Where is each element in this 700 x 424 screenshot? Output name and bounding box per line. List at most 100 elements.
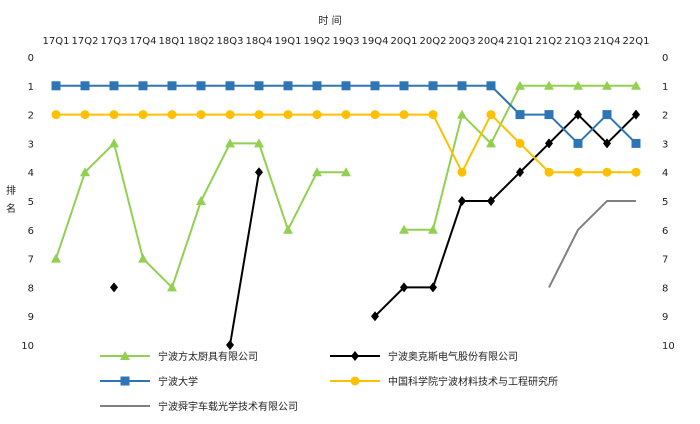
x-tick-label: 18Q2 xyxy=(188,36,215,47)
data-point xyxy=(602,80,612,90)
data-point xyxy=(255,167,263,178)
data-point xyxy=(341,167,351,177)
legend-marker xyxy=(120,351,130,360)
data-point xyxy=(515,80,525,90)
data-point xyxy=(458,196,466,206)
series-line xyxy=(229,172,260,346)
y-tick-label-right: 9 xyxy=(662,312,668,323)
series-layer xyxy=(51,80,641,350)
data-point xyxy=(109,138,119,148)
data-point xyxy=(196,196,206,205)
y-tick-label-right: 7 xyxy=(662,255,668,266)
data-point xyxy=(370,110,380,120)
y-axis-title-char: 排 xyxy=(6,184,16,197)
data-point xyxy=(573,80,583,90)
y-tick-label-right: 4 xyxy=(662,168,668,179)
data-point xyxy=(631,138,641,148)
series-1 xyxy=(110,109,640,350)
legend-marker xyxy=(120,376,130,386)
data-point xyxy=(167,110,177,120)
x-tick-label: 19Q3 xyxy=(333,36,360,47)
x-tick-label: 19Q4 xyxy=(362,36,389,47)
legend-marker xyxy=(350,376,360,386)
data-point xyxy=(399,224,409,234)
y-tick-label-left: 1 xyxy=(28,82,34,93)
data-point xyxy=(544,167,554,177)
data-point xyxy=(602,167,612,177)
data-point xyxy=(428,81,438,91)
data-point xyxy=(196,81,206,91)
y-tick-label-right: 3 xyxy=(662,139,668,150)
data-point xyxy=(312,167,322,177)
y-tick-label-left: 8 xyxy=(28,283,34,294)
y-tick-label-left: 5 xyxy=(28,197,34,208)
legend-item: 宁波方太厨具有限公司 xyxy=(100,350,258,363)
y-tick-label-right: 8 xyxy=(662,283,668,294)
data-point xyxy=(138,81,148,91)
y-tick-label-right: 10 xyxy=(662,341,675,352)
x-axis-title: 时 间 xyxy=(318,14,341,27)
y-axis-title: 排名 xyxy=(6,184,16,215)
x-tick-label: 18Q1 xyxy=(159,36,186,47)
data-point xyxy=(254,138,264,148)
y-tick-label-right: 2 xyxy=(662,111,668,122)
series-line xyxy=(404,84,636,231)
data-point xyxy=(225,81,235,91)
x-tick-label: 21Q3 xyxy=(565,36,592,47)
x-tick-label: 21Q1 xyxy=(507,36,534,47)
y-tick-label-left: 10 xyxy=(21,341,34,352)
series-4 xyxy=(548,200,636,288)
data-point xyxy=(428,110,438,120)
x-tick-label: 17Q4 xyxy=(130,36,157,47)
y-tick-label-right: 6 xyxy=(662,226,668,237)
x-tick-label: 17Q1 xyxy=(43,36,70,47)
data-point xyxy=(283,224,293,234)
x-tick-label: 17Q2 xyxy=(72,36,99,47)
y-axis-title-char: 名 xyxy=(6,202,16,215)
data-point xyxy=(225,110,235,120)
data-point xyxy=(370,81,380,91)
data-point xyxy=(573,138,583,148)
data-point xyxy=(341,110,351,120)
series-0 xyxy=(51,80,641,292)
y-tick-labels-left: 0 1 2 3 4 5 6 7 8 9 10 xyxy=(21,53,34,352)
series-2 xyxy=(51,81,641,148)
data-point xyxy=(254,81,264,91)
data-point xyxy=(138,253,148,263)
data-point xyxy=(516,167,524,178)
y-tick-label-left: 4 xyxy=(28,168,34,179)
data-point xyxy=(109,81,119,91)
x-tick-label: 21Q2 xyxy=(536,36,563,47)
data-point xyxy=(371,311,379,322)
data-point xyxy=(312,81,322,91)
x-tick-label: 17Q3 xyxy=(101,36,128,47)
x-tick-label: 21Q4 xyxy=(594,36,621,47)
data-point xyxy=(51,110,61,120)
data-point xyxy=(429,282,437,293)
x-tick-labels: 17Q1 17Q2 17Q3 17Q4 18Q1 18Q2 18Q3 18Q4 19Q1 19Q2… xyxy=(43,36,650,47)
legend-item: 宁波舜宇车载光学技术有限公司 xyxy=(100,400,298,413)
data-point xyxy=(544,110,554,120)
x-tick-label: 20Q4 xyxy=(478,36,505,47)
x-tick-label: 19Q1 xyxy=(275,36,302,47)
data-point xyxy=(486,110,496,120)
data-point xyxy=(283,81,293,91)
data-point xyxy=(109,110,119,120)
data-point xyxy=(138,110,148,120)
legend-item: 宁波奥克斯电气股份有限公司 xyxy=(330,350,518,363)
y-tick-label-left: 6 xyxy=(28,226,34,237)
data-point xyxy=(487,196,495,206)
data-point xyxy=(428,224,438,234)
data-point xyxy=(225,138,235,148)
data-point xyxy=(515,138,525,148)
legend-label: 宁波方太厨具有限公司 xyxy=(158,350,258,363)
data-point xyxy=(573,167,583,177)
y-tick-label-left: 7 xyxy=(28,255,34,266)
data-point xyxy=(457,81,467,91)
data-point xyxy=(283,110,293,120)
data-point xyxy=(486,81,496,91)
y-tick-labels-right: 0 1 2 3 4 5 6 7 8 9 10 xyxy=(662,53,675,352)
x-tick-label: 22Q1 xyxy=(623,36,650,47)
data-point xyxy=(167,282,177,292)
x-tick-label: 19Q2 xyxy=(304,36,331,47)
